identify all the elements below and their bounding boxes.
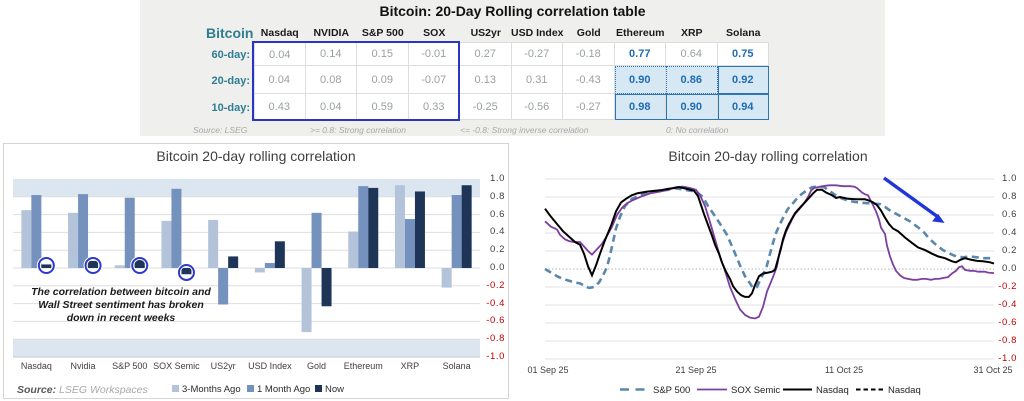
svg-text:Nasdaq: Nasdaq [888, 385, 921, 396]
svg-text:Nasdaq: Nasdaq [816, 385, 849, 396]
svg-text:SOX Semic: SOX Semic [731, 385, 780, 396]
svg-text:S&P 500: S&P 500 [653, 385, 690, 396]
